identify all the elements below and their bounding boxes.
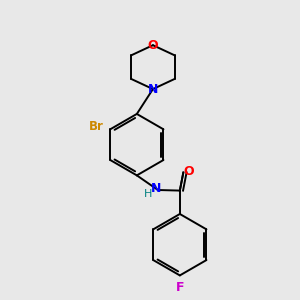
Text: N: N <box>151 182 161 195</box>
Text: O: O <box>183 165 194 178</box>
Text: O: O <box>148 39 158 52</box>
Text: F: F <box>176 281 184 294</box>
Text: Br: Br <box>89 121 104 134</box>
Text: H: H <box>144 189 152 200</box>
Text: N: N <box>148 82 158 96</box>
